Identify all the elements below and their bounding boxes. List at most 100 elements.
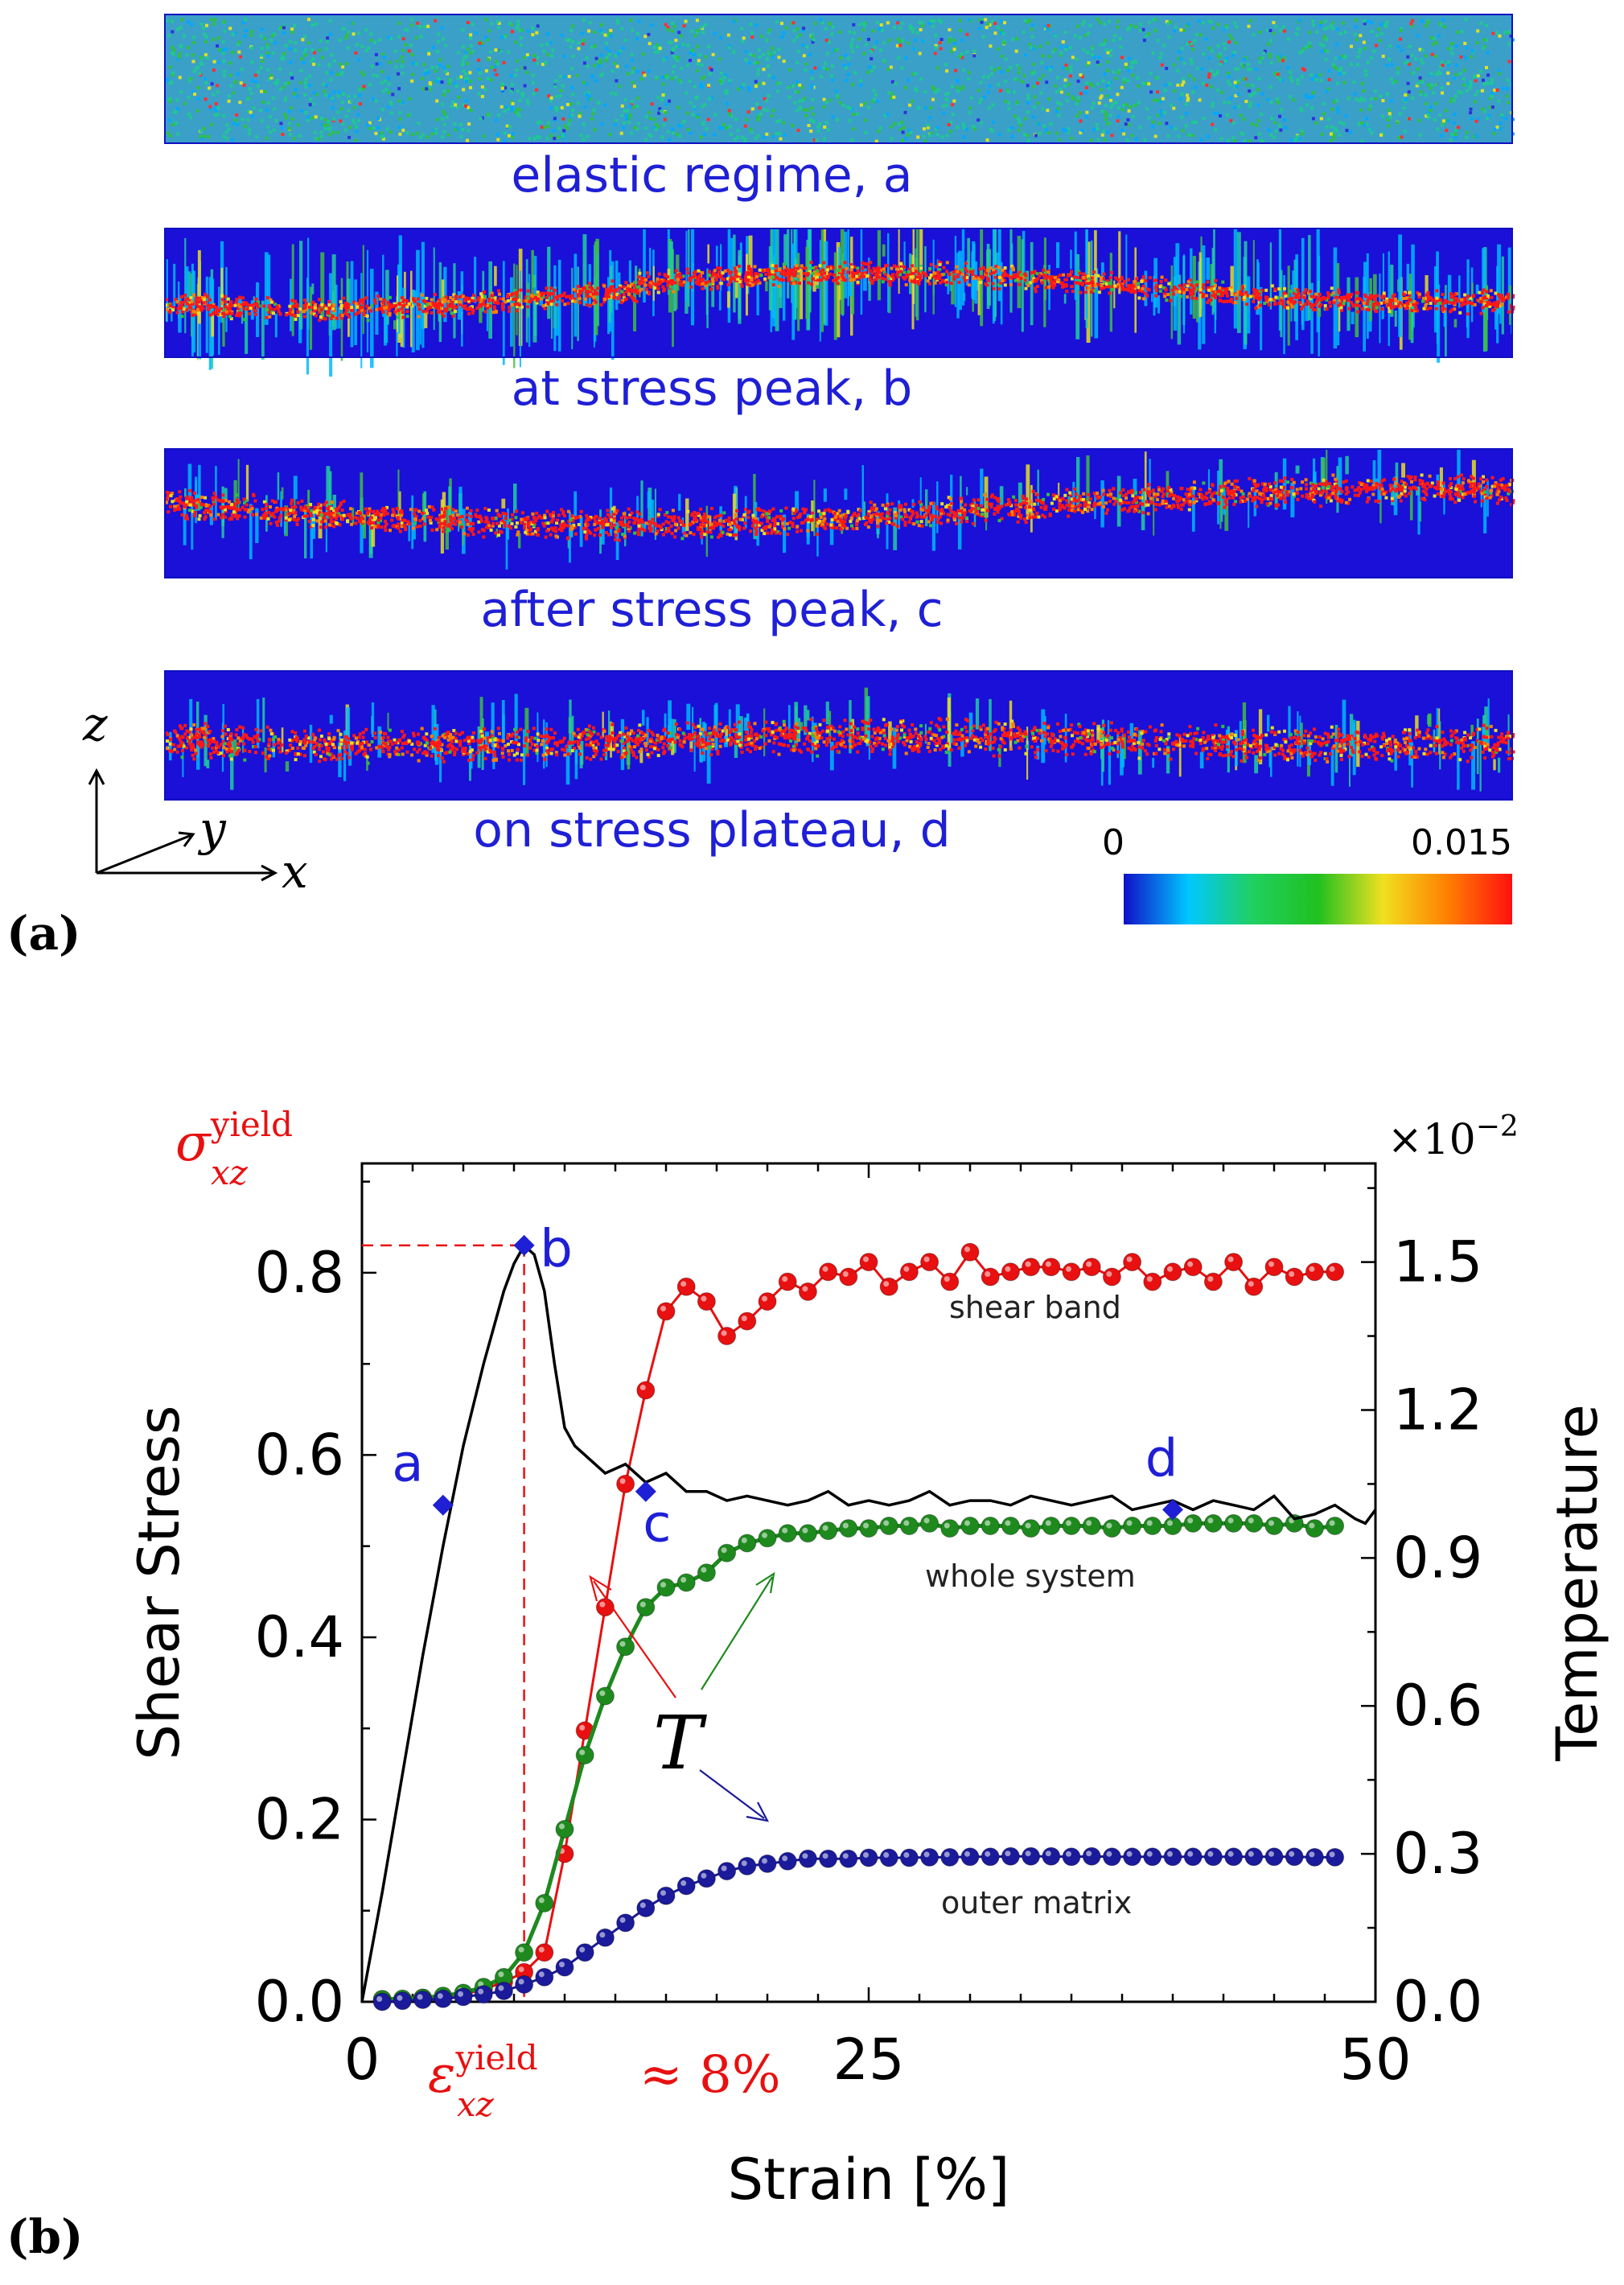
series-point [535,1893,554,1912]
series-point-highlight [1045,1851,1051,1857]
snapshot-stack: elastic regime, a at stress peak, b after … [164,14,1515,858]
series-point [1123,1847,1142,1867]
series-point [372,1992,392,2011]
y2-multiplier: ×10−2 [1388,1110,1519,1164]
series-point-highlight [376,1996,383,2002]
series-point-highlight [1207,1517,1214,1524]
marker-diamond [432,1494,454,1516]
series-point-highlight [619,1641,626,1647]
series-point [595,1928,615,1947]
series-point [616,1637,635,1657]
colorbar-min-label: 0 [1102,822,1124,863]
series-point-highlight [1045,1520,1051,1526]
marker-label: b [540,1220,573,1279]
x-tick-label: 0 [344,2027,380,2093]
series-point [676,1573,696,1592]
series-point [859,1253,878,1272]
series-point-highlight [1248,1281,1254,1287]
series-point-highlight [639,1902,646,1908]
series-point [1022,1258,1041,1277]
series-point-highlight [1268,1520,1274,1526]
series-point [535,1943,554,1962]
series-point-highlight [1025,1522,1031,1529]
series-outer-matrix [372,1847,1345,2011]
series-point-highlight [822,1853,828,1859]
series-point [1123,1517,1142,1535]
series-point-highlight [1187,1851,1194,1857]
snapshot-caption: elastic regime, a [511,147,912,204]
series-point-highlight [1045,1261,1051,1267]
series-point [1082,1517,1101,1535]
y-axis-title: Shear Stress [126,1406,192,1760]
series-point-highlight [985,1271,991,1277]
axis-ticks [360,1163,1377,2003]
series-point [1285,1847,1304,1867]
snapshot-peak: at stress peak, b [164,228,1515,417]
series-point-highlight [639,1385,646,1390]
series-point [1264,1847,1284,1867]
series-shear-band [372,1242,1345,2009]
y2-tick-label: 1.2 [1393,1377,1482,1443]
plot-frame [360,1162,1377,2003]
series-point-highlight [1126,1851,1133,1857]
series-point [1082,1847,1101,1866]
y-tick-label: 0.6 [255,1422,344,1488]
stress-curve [360,1243,1377,2003]
series-point-highlight [822,1266,828,1272]
series-point-highlight [1248,1517,1254,1524]
axis-y-label: y [197,801,227,856]
series-point-highlight [397,1995,403,2001]
series-point [899,1517,919,1535]
series-point [920,1253,939,1272]
series-point-highlight [964,1520,970,1526]
series-point [798,1282,817,1301]
series-point-highlight [538,1897,545,1904]
series-point-highlight [701,1295,707,1302]
series-point [535,1967,554,1987]
series-point [1102,1847,1121,1867]
yield-strain-label: εyield xz ≈ 8% [428,2038,781,2124]
colorbar [1124,874,1512,924]
series-point-highlight [1025,1261,1031,1267]
series-point-highlight [964,1851,970,1857]
marker-label: c [643,1495,671,1554]
snapshot-border [164,670,1513,801]
series-label-shear-band: shear band [949,1290,1121,1325]
series-point-highlight [762,1858,767,1864]
series-point [656,1578,676,1597]
series-point [636,1899,656,1917]
series-point-highlight [1106,1271,1112,1277]
series-point [960,1847,980,1867]
series-point-highlight [1329,1851,1335,1858]
series-point-highlight [802,1853,808,1859]
series-point [697,1292,716,1311]
yield-guides [362,1244,525,2002]
y2-tick-label: 1.5 [1393,1229,1482,1295]
series-point [1203,1272,1223,1291]
series-point-highlight [478,1981,484,1987]
snapshot-border [164,448,1513,578]
series-point [1244,1847,1264,1867]
series-point [1183,1847,1203,1867]
series-point [738,1311,757,1331]
series-point-highlight [1329,1520,1335,1526]
series-point [494,1982,513,2000]
series-point-highlight [1146,1520,1153,1526]
series-point [1183,1258,1203,1277]
series-point [839,1519,858,1538]
series-point [454,1987,473,2007]
series-point [738,1534,757,1553]
series-whole-system [372,1513,1345,2009]
yield-stress-label: σyield xz [175,1105,293,1192]
series-point [575,1746,594,1764]
series-point-highlight [498,1985,504,1991]
series-point [575,1943,594,1962]
marker-label: d [1145,1429,1178,1488]
series-point [798,1849,817,1868]
series-point-highlight [1066,1851,1071,1857]
series-point-highlight [741,1860,747,1867]
series-point-highlight [1086,1520,1092,1526]
series-point-highlight [660,1305,666,1311]
series-point [1163,1847,1182,1867]
